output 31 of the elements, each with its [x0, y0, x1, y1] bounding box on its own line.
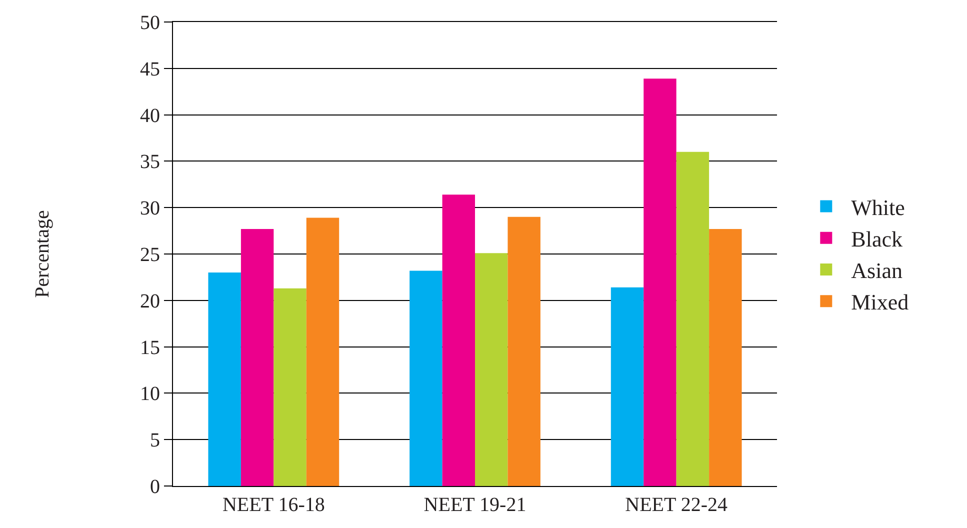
y-tick-label: 35	[140, 151, 160, 174]
bar	[410, 270, 442, 486]
bar	[306, 218, 340, 486]
legend-label: Mixed	[851, 290, 909, 315]
y-tick-label: 25	[140, 244, 160, 266]
bar	[676, 152, 710, 486]
y-tick-label: 20	[140, 290, 160, 312]
bar	[644, 78, 676, 486]
legend-label: White	[851, 194, 905, 220]
bar	[442, 194, 475, 486]
y-tick-label: 50	[140, 12, 160, 34]
bar	[208, 272, 241, 486]
y-tick-label: 15	[140, 336, 160, 359]
bar	[610, 287, 644, 486]
x-tick-label: NEET 22-24	[625, 494, 728, 516]
y-axis-title: Percentage	[32, 210, 54, 298]
bar	[240, 228, 274, 486]
legend-label: Asian	[851, 258, 902, 284]
bar	[709, 228, 742, 486]
x-tick-label: NEET 19-21	[424, 494, 526, 516]
bar	[475, 253, 508, 486]
y-tick-label: 30	[140, 198, 160, 220]
y-tick-label: 10	[140, 383, 160, 406]
x-tick-label: NEET 16-18	[222, 494, 325, 516]
bar	[508, 216, 540, 486]
bar	[274, 288, 306, 486]
y-tick-label: 45	[140, 58, 160, 80]
y-tick-label: 5	[150, 430, 160, 452]
y-tick-label: 40	[140, 104, 160, 127]
y-tick-label: 0	[150, 476, 160, 498]
legend-label: Black	[851, 226, 902, 252]
